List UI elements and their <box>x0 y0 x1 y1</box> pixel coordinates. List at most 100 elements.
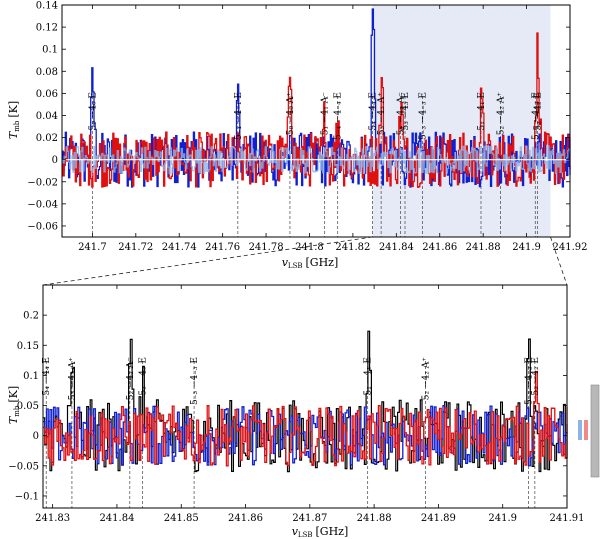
top-transition-label: 5₃ −4₃ E <box>401 92 411 131</box>
top-ylabel-sub: mb <box>13 120 21 132</box>
top-transition-label: 5₀ −4₀ A⁺ <box>286 92 296 135</box>
bot-transition-label: 5₄ −4₄ E <box>42 357 52 396</box>
bottom-axis-ticks: 241.83 241.84 241.85 241.86 241.87 241.88 241.… <box>8 285 585 524</box>
bot-xtick-label: 241.87 <box>292 513 327 524</box>
bot-ytick-label: 0.1 <box>23 371 39 382</box>
bot-series-black <box>43 330 568 473</box>
top-xtick-label: 241.78 <box>249 242 284 253</box>
top-transition-label: 5₀ −4₀ E <box>88 92 98 131</box>
top-transition-label: 5₄ −4₄ E <box>368 92 378 131</box>
top-plot-frame <box>61 4 571 238</box>
top-transition-label: 5₋₂ −4₋₂ E <box>531 92 541 140</box>
top-xtick-label: 241.88 <box>466 242 501 253</box>
bottom-plot-frame <box>42 284 568 509</box>
top-transition-label: 5₂ −4₂ A⁺ <box>497 92 507 135</box>
top-xtick-label: 241.86 <box>422 242 457 253</box>
top-xtick-label: 241.74 <box>162 242 197 253</box>
top-xtick-label: 241.72 <box>118 242 153 253</box>
top-xtick-label: 241.92 <box>553 242 588 253</box>
bot-ytick-label: −0.05 <box>8 461 39 472</box>
bottom-y-axis-label: Tmb [K] <box>7 386 21 424</box>
top-xtick-label: 241.82 <box>335 242 370 253</box>
bottom-spectrum-series <box>43 330 568 473</box>
top-transition-label: 5₋₄ −4₋₄ E <box>334 92 344 140</box>
side-colorbar-gray <box>590 384 600 478</box>
bot-ytick-label: 0.05 <box>17 401 39 412</box>
top-transition-labels: 5₀ −4₀ E 5₋₁ −4₋₁ E 5₀ −4₀ A⁺ 5₁ −4₁ A⁻ 5₋₄ … <box>88 92 543 140</box>
top-ytick-label: 0.12 <box>36 23 58 34</box>
bot-transition-label: 5₁ −4₁ E <box>364 357 374 396</box>
top-xlabel-unit: [GHz] <box>306 256 339 269</box>
bot-transition-label: 5₂ −4₂ A⁺ <box>422 357 432 400</box>
bot-ytick-label: −0.1 <box>15 491 39 502</box>
top-xtick-label: 241.9 <box>512 242 541 253</box>
bot-xtick-label: 241.84 <box>99 513 134 524</box>
bot-xtick-label: 241.91 <box>550 513 585 524</box>
top-x-axis-label: vLSB [GHz] <box>282 256 339 270</box>
bot-transition-label: 5₋₂ −4₋₂ E <box>524 357 534 405</box>
bot-xtick-label: 241.9 <box>488 513 517 524</box>
top-ytick-label: 0.1 <box>42 45 58 56</box>
top-y-axis-label: Tmb [K] <box>7 101 21 139</box>
top-axis-ticks: 241.7 241.72 241.74 241.76 241.78 241.8 241.82… <box>27 1 587 254</box>
top-transition-label: 5₂ −4₂ E <box>533 92 543 131</box>
top-xlabel-sub: LSB <box>288 262 303 270</box>
top-transition-label: 5₁ −4₁ A⁻ <box>321 92 331 135</box>
top-xlabel-main: v <box>282 256 289 269</box>
bot-xtick-label: 241.85 <box>164 513 199 524</box>
top-transition-label: 5₃ −4₃ A⁺ <box>377 92 387 135</box>
top-ylabel-unit: [K] <box>7 101 20 118</box>
zoom-connector-lines <box>42 236 568 286</box>
top-ytick-label: −0.02 <box>27 177 58 188</box>
bot-ytick-label: 0.2 <box>23 311 39 322</box>
top-transition-label: 5₋₃ −4₋₃ E <box>418 92 428 140</box>
zoom-connector-right <box>550 236 568 286</box>
bottom-panel: 241.83 241.84 241.85 241.86 241.87 241.88 241.… <box>7 284 600 539</box>
side-colorbar-red <box>584 420 588 440</box>
bot-ytick-label: 0 <box>33 431 39 442</box>
top-ytick-label: 0.04 <box>36 111 58 122</box>
bottom-x-axis-label: vLSB [GHz] <box>292 525 349 539</box>
bot-xtick-label: 241.88 <box>357 513 392 524</box>
top-ylabel-main: T <box>7 130 20 139</box>
top-ytick-label: 0.02 <box>36 133 58 144</box>
top-xtick-label: 241.84 <box>379 242 414 253</box>
bottom-ylabel-unit: [K] <box>7 386 20 403</box>
bot-transition-label: 5₂ −4₂ E <box>531 357 541 396</box>
bot-ytick-label: 0.15 <box>17 341 39 352</box>
top-transition-label: 5₂ −4₂ A⁻ <box>397 92 407 135</box>
bot-transition-label: 5₂ −4₂ A⁻ <box>126 357 136 400</box>
top-transition-label: 5₋₁ −4₋₁ E <box>234 92 244 140</box>
bottom-ylabel-sub: mb <box>13 405 21 417</box>
top-spectrum-series <box>62 8 571 188</box>
bottom-xlabel-unit: [GHz] <box>316 525 349 538</box>
top-zoom-shaded-region <box>372 5 551 237</box>
top-transition-label: 5₁ −4₁ E <box>477 92 487 131</box>
bot-xtick-label: 241.83 <box>35 513 70 524</box>
top-ytick-label: −0.06 <box>27 221 58 232</box>
top-ytick-label: 0.14 <box>36 1 58 12</box>
bot-xtick-label: 241.89 <box>421 513 456 524</box>
bottom-transition-lines <box>45 361 536 508</box>
top-ytick-label: 0 <box>52 155 58 166</box>
top-series-lightblue <box>62 145 571 175</box>
bottom-transition-labels: 5₄ −4₄ E 5₃ −4₃ A⁺ 5₂ −4₂ A⁻ 5₃ −4₃ E 5₋₃ −4… <box>42 357 541 405</box>
bot-transition-label: 5₃ −4₃ A⁺ <box>68 357 78 400</box>
top-series-red <box>62 32 571 188</box>
side-colorbar-blue <box>578 420 582 440</box>
bot-series-red <box>43 370 568 467</box>
top-xtick-label: 241.76 <box>205 242 240 253</box>
top-ytick-label: −0.04 <box>27 199 58 210</box>
bottom-ylabel-main: T <box>7 415 20 424</box>
bot-transition-label: 5₋₃ −4₋₃ E <box>190 357 200 405</box>
top-panel: 241.7 241.72 241.74 241.76 241.78 241.8 241.82… <box>7 1 588 271</box>
bottom-xlabel-sub: LSB <box>298 531 313 539</box>
bot-transition-label: 5₃ −4₃ E <box>139 357 149 396</box>
bot-xtick-label: 241.86 <box>228 513 263 524</box>
top-ytick-label: 0.08 <box>36 67 58 78</box>
top-ytick-label: 0.06 <box>36 89 58 100</box>
top-xtick-label: 241.8 <box>295 242 324 253</box>
top-xtick-label: 241.7 <box>78 242 107 253</box>
